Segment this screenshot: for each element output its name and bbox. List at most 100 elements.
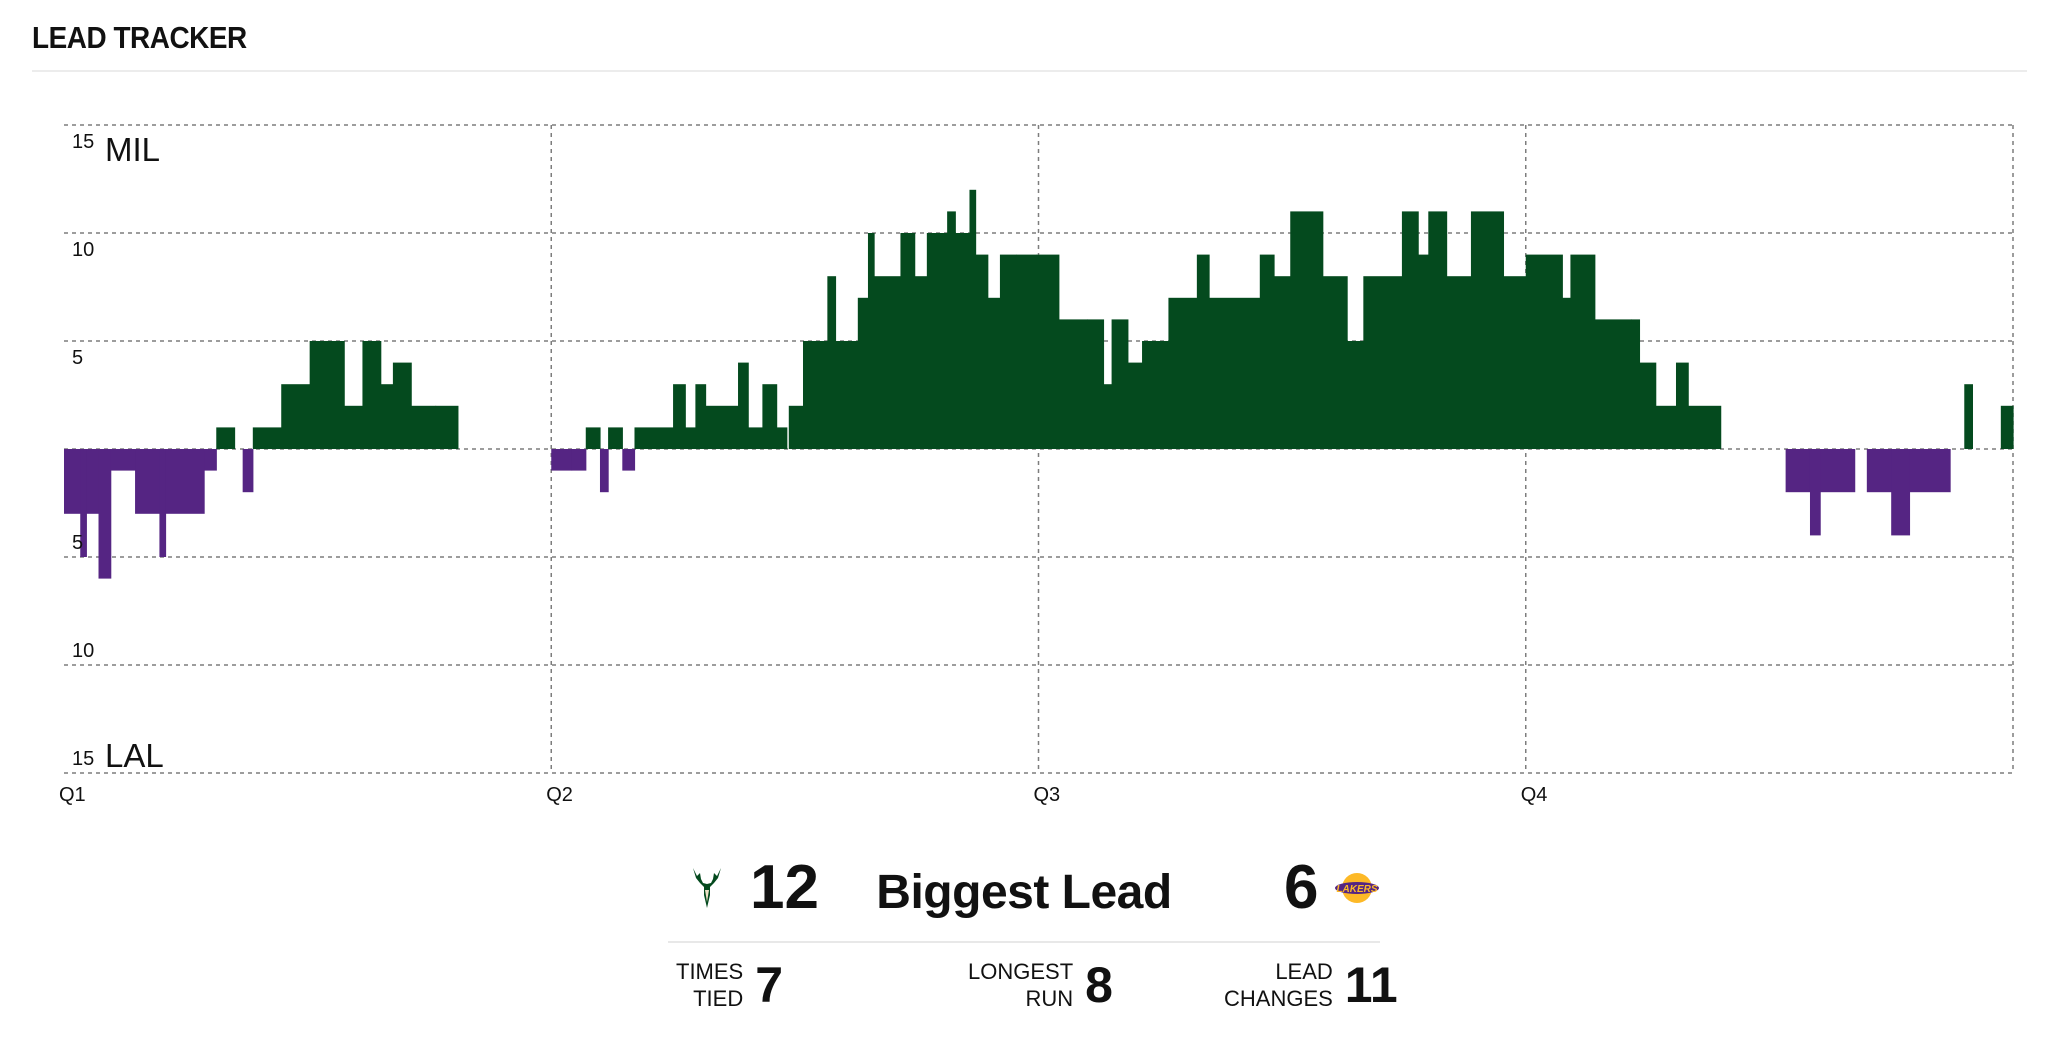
bottom-team-label: LAL [105, 737, 164, 774]
away-lead-bar [599, 449, 609, 493]
home-lead-bar [695, 384, 707, 449]
y-tick-label: 10 [72, 640, 94, 662]
svg-text:LAKERS: LAKERS [1336, 884, 1377, 895]
times-tied-label-line-2: TIED [693, 986, 744, 1011]
section-title: LEAD TRACKER [32, 20, 247, 55]
away-lead-bar [159, 449, 167, 557]
longest-run-label-line-2: RUN [1025, 986, 1074, 1011]
away-lead-bar [86, 449, 100, 514]
away-lead-bar [1909, 449, 1951, 493]
biggest-lead-row: 12 Biggest Lead 6 LAKERS [668, 845, 1380, 943]
lead-changes-label: LEAD CHANGES [1224, 958, 1333, 1012]
home-lead-bar [1655, 405, 1677, 449]
home-lead-bar [1259, 254, 1275, 449]
home-lead-bar [748, 427, 763, 449]
home-lead-bar [344, 405, 364, 449]
home-lead-bar [1428, 211, 1448, 449]
home-lead-bar [914, 276, 928, 449]
chart-labels: 15 10 5 5 10 15 MIL LAL Q1 Q2 Q3 Q4 [59, 131, 1547, 806]
quarter-label: Q3 [1034, 784, 1061, 806]
home-lead-bar [1290, 211, 1324, 449]
quarter-label: Q2 [546, 784, 573, 806]
home-lead-bar [955, 233, 971, 449]
y-tick-label: 5 [72, 347, 83, 369]
y-tick-label: 10 [72, 239, 94, 261]
home-lead-bar [1127, 362, 1143, 449]
home-lead-bar [1446, 276, 1472, 449]
home-lead-bar [705, 405, 739, 449]
home-lead-bar [776, 427, 788, 449]
home-lead-bar [1964, 384, 1973, 449]
biggest-lead-label: Biggest Lead [876, 866, 1172, 919]
home-lead-bar [281, 384, 311, 449]
home-lead-bar [585, 427, 601, 449]
home-lead-bar [802, 341, 828, 449]
home-lead-bar [252, 427, 282, 449]
home-lead-bar [1196, 254, 1210, 449]
home-lead-bar [999, 254, 1017, 449]
y-tick-label: 15 [72, 748, 94, 770]
home-lead-bar [857, 297, 869, 449]
home-lead-bar [362, 341, 382, 449]
away-lead-bar [80, 449, 87, 557]
away-lead-bar [135, 449, 161, 514]
home-lead-bar [1087, 319, 1105, 449]
times-tied-stat: TIMES TIED 7 [676, 957, 783, 1013]
longest-run-value: 8 [1085, 957, 1113, 1013]
home-lead-bar [1209, 297, 1261, 449]
home-lead-bar [1525, 254, 1563, 449]
home-lead-bar [380, 384, 394, 449]
home-lead-bar [1347, 341, 1364, 449]
home-lead-bar [835, 341, 859, 449]
home-lead-bar [1570, 254, 1596, 449]
lead-changes-value: 11 [1344, 957, 1398, 1013]
home-lead-bar [1503, 276, 1527, 449]
home-lead-bar [685, 427, 696, 449]
away-lead-bar [1785, 449, 1811, 493]
top-team-label: MIL [105, 131, 160, 168]
home-lead-bar [926, 233, 948, 449]
home-lead-bar [1470, 211, 1505, 449]
times-tied-label: TIMES TIED [676, 958, 743, 1012]
longest-run-label-line-1: LONGEST [968, 959, 1074, 984]
longest-run-label: LONGEST RUN [968, 958, 1073, 1012]
home-lead-bar [947, 211, 956, 449]
home-lead-bar [1016, 254, 1038, 449]
lead-changes-label-line-2: CHANGES [1224, 986, 1333, 1011]
bucks-deer-icon [693, 868, 721, 908]
home-lead-bar [608, 427, 623, 449]
home-lead-bar [1142, 341, 1170, 449]
home-lead-bar [309, 341, 345, 449]
home-lead-bar [788, 405, 804, 449]
home-lead-bar [411, 405, 437, 449]
away-lead-bar [110, 449, 136, 471]
quarter-label: Q4 [1521, 784, 1548, 806]
lead-tracker-chart: 15 10 5 5 10 15 MIL LAL Q1 Q2 Q3 Q4 [59, 124, 2014, 806]
home-lead-bar [1111, 319, 1129, 449]
home-lead-bar [216, 427, 236, 449]
home-lead-bar [1058, 319, 1088, 449]
home-lead-bar [738, 362, 749, 449]
game-summary: 12 Biggest Lead 6 LAKERS TIMES TIED 7 LO… [668, 845, 1398, 1033]
away-lead-bar [204, 449, 217, 471]
y-tick-label: 5 [72, 532, 83, 554]
away-lead-bar [165, 449, 205, 514]
stats-row: TIMES TIED 7 LONGEST RUN 8 LEAD CHANGES … [668, 943, 1398, 1033]
home-lead-bar [673, 384, 686, 449]
away-lead-bar [242, 449, 254, 493]
home-lead-bar [867, 233, 875, 449]
home-lead-bar [1103, 384, 1113, 449]
home-lead-bar [1639, 362, 1657, 449]
home-lead-bar [874, 276, 902, 449]
away-lead-bar [571, 449, 587, 471]
home-lead-bar [1418, 254, 1429, 449]
away-lead-bar [1820, 449, 1856, 493]
home-lead-bar [969, 189, 977, 450]
home-lead-bar [435, 405, 459, 449]
lakers-logo-icon: LAKERS [1335, 873, 1379, 903]
home-lead-bar [827, 276, 837, 449]
away-lead-bar [551, 449, 573, 471]
home-lead-bar [1401, 211, 1419, 449]
away-lead-bar [98, 449, 112, 579]
home-lead-bar [987, 297, 1001, 449]
